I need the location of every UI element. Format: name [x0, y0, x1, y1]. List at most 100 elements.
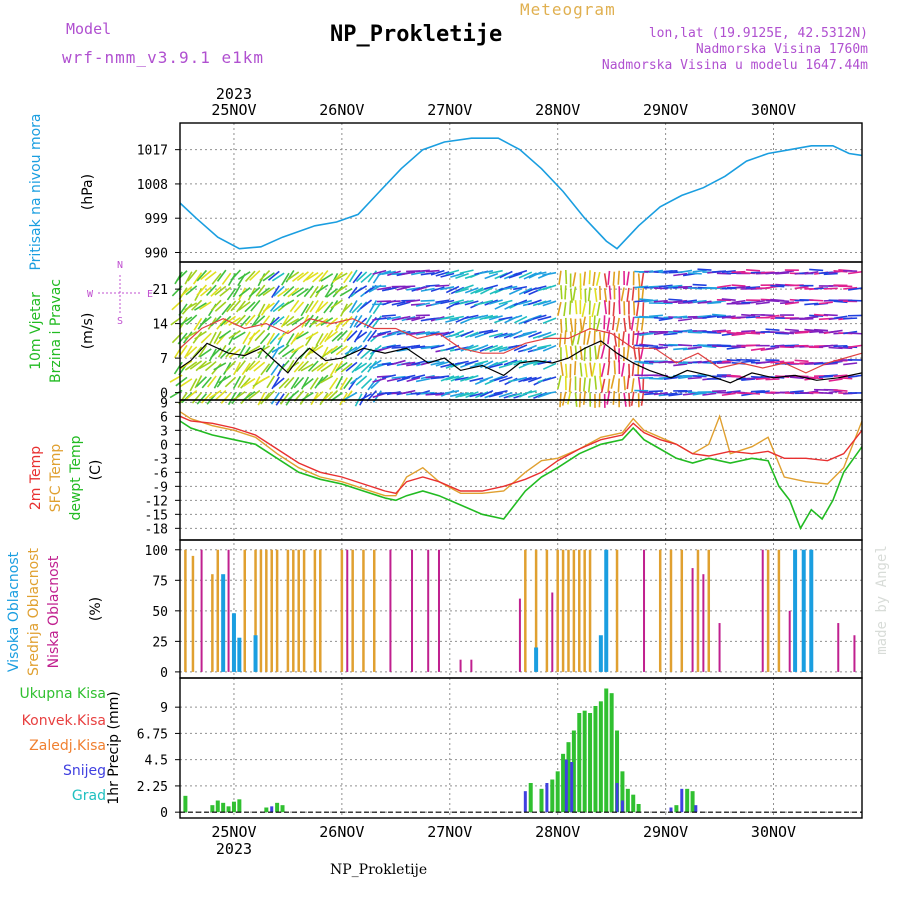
- wind-arrow: [637, 347, 641, 362]
- wind-arrow: [369, 344, 382, 355]
- wind-arrow: [372, 377, 387, 383]
- wind-arrow: [569, 331, 573, 346]
- wind-arrow: [564, 344, 569, 360]
- wind-arrow: [415, 269, 430, 273]
- wind-arrow: [204, 360, 217, 372]
- wind-arrow: [612, 390, 616, 405]
- wind-arrow: [746, 358, 761, 362]
- top-year-label: 2023: [216, 85, 252, 103]
- wind-arrow: [560, 361, 564, 376]
- wind-arrow: [564, 317, 568, 332]
- wind-arrow: [372, 315, 382, 328]
- wind-arrow: [498, 376, 513, 383]
- wind-arrow: [653, 392, 668, 396]
- wind-arrow: [716, 361, 731, 365]
- wind-arrow: [381, 314, 396, 317]
- wind-arrow: [692, 375, 707, 378]
- wind-arrow: [185, 314, 198, 326]
- wind-arrow: [317, 301, 329, 313]
- low-cloud-bar: [788, 610, 791, 672]
- wind-arrow: [406, 299, 421, 303]
- wind-arrow: [406, 344, 421, 349]
- mid-cloud-bar: [243, 549, 246, 672]
- total-precip-bar: [566, 742, 571, 813]
- wind-arrow: [775, 272, 790, 275]
- wind-arrow: [440, 286, 455, 291]
- wind-arrow: [254, 329, 266, 342]
- cloud-unit: (%): [88, 597, 104, 621]
- wind-arrow: [440, 299, 455, 305]
- wind-arrow: [823, 313, 838, 317]
- wind-arrow: [563, 302, 567, 317]
- wind-arrow: [192, 346, 203, 359]
- wind-arrow: [626, 375, 630, 390]
- mid-cloud-bar: [524, 549, 527, 672]
- wind-arrow: [335, 375, 344, 389]
- wind-arrow: [367, 329, 378, 342]
- wind-arrow: [560, 285, 563, 300]
- wind-arrow: [637, 360, 640, 375]
- mid-cloud-bar: [696, 549, 700, 672]
- wind-arrow: [574, 345, 578, 360]
- wind-arrow: [630, 316, 635, 331]
- wind-arrow: [331, 331, 343, 342]
- wind-arrow: [195, 360, 207, 372]
- wind-arrow: [282, 315, 295, 327]
- wind-arrow: [179, 316, 193, 326]
- compass-west: W: [87, 289, 94, 300]
- total-precip-bar: [593, 706, 598, 813]
- wind-arrow: [603, 273, 608, 288]
- wind-arrow: [607, 270, 611, 285]
- wind-arrow: [296, 288, 309, 298]
- wind-arrow: [678, 343, 693, 347]
- wind-arrow: [245, 360, 256, 373]
- wind-arrow: [598, 376, 603, 391]
- wind-arrow: [354, 285, 368, 294]
- wind-arrow: [244, 301, 256, 313]
- wind-arrow: [528, 376, 542, 383]
- wind-arrow: [293, 301, 305, 314]
- wind-arrow: [687, 272, 702, 275]
- wind-arrow: [750, 390, 765, 393]
- wind-arrow: [639, 361, 654, 365]
- wind-arrow: [474, 360, 489, 366]
- high-cloud-bar: [809, 549, 814, 672]
- total-precip-bar: [550, 779, 555, 813]
- wind-arrow: [352, 271, 363, 284]
- wind-arrow: [557, 375, 562, 390]
- wind-arrow: [731, 345, 746, 349]
- mid-cloud-bar: [707, 549, 711, 672]
- wind-arrow: [493, 390, 508, 395]
- mid-cloud-bar: [658, 549, 662, 672]
- precip-unit: 1hr Precip (mm): [106, 691, 122, 804]
- wind-arrow: [401, 374, 416, 380]
- wind-arrow: [227, 392, 237, 406]
- wind-arrow: [184, 271, 193, 285]
- wind-arrow: [493, 346, 508, 352]
- wind-arrow: [687, 286, 702, 290]
- wind-arrow: [639, 344, 645, 360]
- wind-arrow: [420, 391, 435, 395]
- wind-arrow: [561, 391, 567, 406]
- wind-arrow: [249, 270, 261, 281]
- wind-arrow: [243, 391, 256, 401]
- wind-arrow: [411, 374, 426, 380]
- wind-arrow: [640, 391, 645, 406]
- mid-cloud-bar: [275, 549, 279, 672]
- wind-arrow: [639, 298, 654, 302]
- wind-arrow: [779, 301, 795, 305]
- wind-arrow: [286, 271, 300, 281]
- wind-arrow: [354, 362, 368, 372]
- wind-arrow: [175, 376, 188, 387]
- wind-arrow: [206, 284, 217, 296]
- wind-arrow: [678, 318, 693, 322]
- wind-arrow: [268, 316, 280, 328]
- wind-arrow: [343, 376, 353, 390]
- bottom-day-label: 27NOV: [427, 823, 472, 841]
- temp-2m-label: 2m Temp: [28, 446, 44, 510]
- wind-arrow: [184, 361, 198, 371]
- wind-arrow: [464, 359, 479, 366]
- wind-arrow: [242, 331, 251, 345]
- wind-arrow: [196, 269, 208, 282]
